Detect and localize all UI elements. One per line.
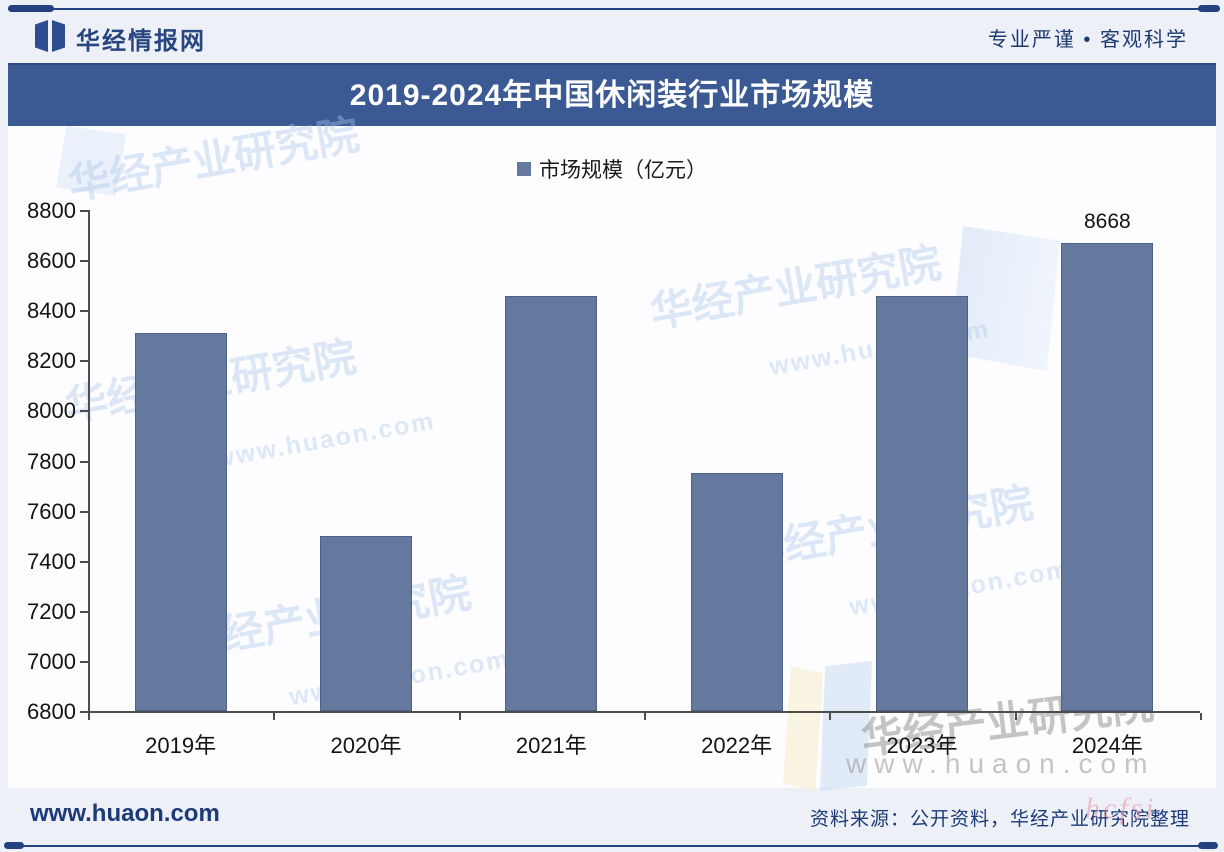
x-category-label: 2021年 <box>515 733 587 758</box>
x-category-label: 2023年 <box>886 733 958 758</box>
y-tick-label: 8600 <box>27 248 76 274</box>
x-tick-mark <box>1014 713 1017 720</box>
title-band: 2019-2024年中国休闲装行业市场规模 <box>8 63 1216 128</box>
x-category-label: 2022年 <box>701 733 773 758</box>
y-tick-mark <box>80 610 88 613</box>
x-tick-mark <box>1200 713 1202 720</box>
y-tick-mark <box>80 210 88 212</box>
legend: 市场规模（亿元） <box>8 154 1216 184</box>
y-tick-mark <box>80 711 88 713</box>
header: 华经情报网 专业严谨 • 客观科学 <box>0 14 1224 60</box>
huajing-logo-icon <box>35 20 65 52</box>
y-tick-mark <box>80 310 88 313</box>
footer-site-url: www.huaon.com <box>30 800 220 827</box>
y-axis-line <box>88 210 90 713</box>
header-slogan: 专业严谨 • 客观科学 <box>987 29 1188 51</box>
y-tick-label: 8000 <box>27 398 76 424</box>
y-tick-label: 7400 <box>27 548 76 574</box>
legend-label: 市场规模（亿元） <box>539 159 707 182</box>
x-axis-line <box>88 711 1200 713</box>
y-tick-mark <box>80 660 88 663</box>
y-tick-label: 8400 <box>27 298 76 324</box>
legend-swatch <box>517 162 531 176</box>
y-tick-label: 7600 <box>27 498 76 524</box>
chart-title: 2019-2024年中国休闲装行业市场规模 <box>349 79 875 112</box>
top-rule-right-pill <box>1198 5 1220 12</box>
bar-value-label: 8668 <box>1083 210 1131 234</box>
y-tick-mark <box>80 260 88 263</box>
bar-plot: 6800 7000 7200 7400 7600 7800 8000 8200 8400 8600… <box>8 126 1216 788</box>
chart-panel: 华经产业研究院 华经产业研究院 www.huaon.com 华经产业研究院 ww… <box>8 111 1216 791</box>
bar <box>134 332 227 711</box>
y-tick-mark <box>80 360 88 363</box>
bar <box>505 296 598 711</box>
bar <box>876 296 968 711</box>
x-tick-mark <box>644 713 646 720</box>
bar <box>1061 243 1154 711</box>
x-tick-mark <box>829 713 832 720</box>
x-category-label: 2020年 <box>330 733 402 758</box>
y-tick-mark <box>80 510 88 513</box>
x-tick-mark <box>273 713 276 720</box>
bar <box>320 535 412 711</box>
x-category-label: 2019年 <box>145 733 217 758</box>
bottom-rule <box>8 845 1216 847</box>
x-category-label: 2024年 <box>1071 733 1143 758</box>
footer-data-source: 资料来源：公开资料，华经产业研究院整理 <box>809 809 1190 830</box>
brand-name: 华经情报网 <box>76 28 206 55</box>
y-tick-mark <box>80 560 88 563</box>
y-tick-label: 7800 <box>27 448 76 474</box>
top-rule <box>8 8 1220 10</box>
y-tick-mark <box>80 460 88 463</box>
y-tick-label: 8200 <box>27 348 76 374</box>
x-tick-mark <box>88 713 90 720</box>
y-tick-label: 6800 <box>27 699 76 724</box>
y-tick-label: 8800 <box>27 198 76 223</box>
y-tick-label: 7000 <box>27 648 76 674</box>
top-rule-left-pill <box>8 5 54 12</box>
x-tick-mark <box>458 713 461 720</box>
bar <box>690 473 783 711</box>
bottom-rule-right-pill <box>1198 842 1218 849</box>
y-tick-label: 7200 <box>27 598 76 624</box>
y-tick-mark <box>80 410 88 413</box>
bottom-rule-left-pill <box>4 842 24 849</box>
